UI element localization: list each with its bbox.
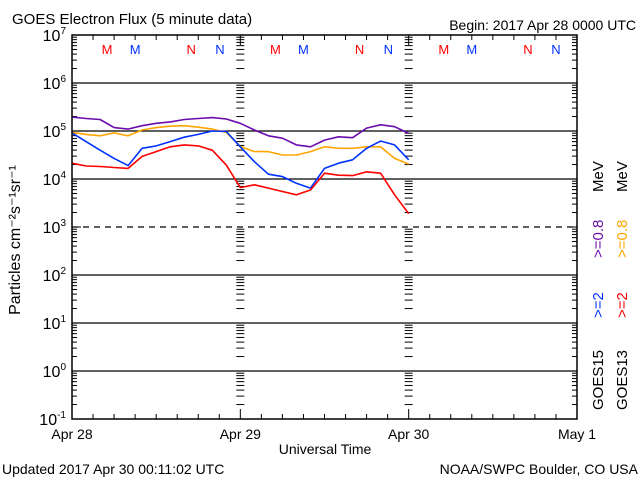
x-tick-label: May 1 (558, 426, 596, 442)
legend-unit: MeV (614, 161, 631, 192)
y-tick-label: 103 (43, 218, 67, 237)
credit-label: NOAA/SWPC Boulder, CO USA (440, 461, 639, 477)
series-line-goes13-2-mev (71, 144, 410, 215)
y-tick-label: 10-1 (39, 410, 66, 429)
y-tick-base: 10 (39, 412, 57, 429)
marker-n: N (551, 42, 560, 57)
marker-n: N (215, 42, 224, 57)
y-tick-base: 10 (43, 220, 61, 237)
marker-n: N (384, 42, 393, 57)
y-tick-label: 106 (43, 74, 67, 93)
series-line-goes15-2-mev (71, 130, 410, 189)
marker-m: M (130, 42, 141, 57)
y-tick-exponent: 4 (60, 170, 66, 181)
y-tick-base: 10 (43, 172, 61, 189)
legend-unit: MeV (590, 161, 607, 192)
series-line-goes15-0-8-mev (71, 116, 410, 148)
y-tick-exponent: 6 (60, 74, 66, 85)
marker-m: M (298, 42, 309, 57)
marker-n: N (355, 42, 364, 57)
marker-m: M (102, 42, 113, 57)
y-tick-exponent: 0 (60, 362, 66, 373)
y-axis-label: Particles cm⁻²s⁻¹sr⁻¹ (7, 165, 24, 315)
y-tick-exponent: 2 (60, 266, 66, 277)
legend-high-energy: >=2 (590, 292, 607, 318)
legend-satellite: GOES13 (614, 350, 631, 410)
y-tick-label: 105 (43, 122, 67, 141)
marker-n: N (187, 42, 196, 57)
data-series (71, 116, 410, 215)
marker-m: M (466, 42, 477, 57)
marker-m: M (438, 42, 449, 57)
x-tick-label: Apr 29 (220, 426, 261, 442)
gridlines (72, 82, 577, 372)
legend-low-energy: >=0.8 (614, 220, 631, 258)
y-tick-label: 102 (43, 266, 67, 285)
legend-satellite: GOES15 (590, 350, 607, 410)
y-tick-label: 101 (43, 314, 67, 333)
legend-high-energy: >=2 (614, 292, 631, 318)
y-tick-base: 10 (43, 268, 61, 285)
x-tick-label: Apr 28 (51, 426, 92, 442)
y-tick-exponent: -1 (57, 410, 66, 421)
y-tick-exponent: 1 (60, 314, 66, 325)
y-tick-exponent: 3 (60, 218, 66, 229)
y-tick-label: 104 (43, 170, 67, 189)
marker-m: M (270, 42, 281, 57)
x-tick-label: Apr 30 (388, 426, 429, 442)
plot-frame (71, 34, 578, 420)
legend-low-energy: >=0.8 (590, 220, 607, 258)
y-tick-base: 10 (43, 316, 61, 333)
y-tick-base: 10 (43, 76, 61, 93)
x-axis-label: Universal Time (279, 441, 372, 457)
begin-label: Begin: 2017 Apr 28 0000 UTC (449, 17, 636, 33)
x-tick-labels: Apr 28 Apr 29 Apr 30 May 1 (51, 426, 596, 442)
y-tick-exponent: 7 (60, 26, 66, 37)
y-tick-base: 10 (43, 364, 61, 381)
y-tick-label: 107 (43, 26, 67, 45)
y-tick-label: 100 (43, 362, 67, 381)
marker-n: N (523, 42, 532, 57)
y-tick-base: 10 (43, 124, 61, 141)
y-tick-base: 10 (43, 28, 61, 45)
chart-title: GOES Electron Flux (5 minute data) (12, 11, 252, 28)
legend: GOES15 >=2 >=0.8 MeV GOES13 >=2 >=0.8 MeV (590, 161, 631, 410)
updated-timestamp: Updated 2017 Apr 30 00:11:02 UTC (2, 461, 224, 477)
y-tick-exponent: 5 (60, 122, 66, 133)
